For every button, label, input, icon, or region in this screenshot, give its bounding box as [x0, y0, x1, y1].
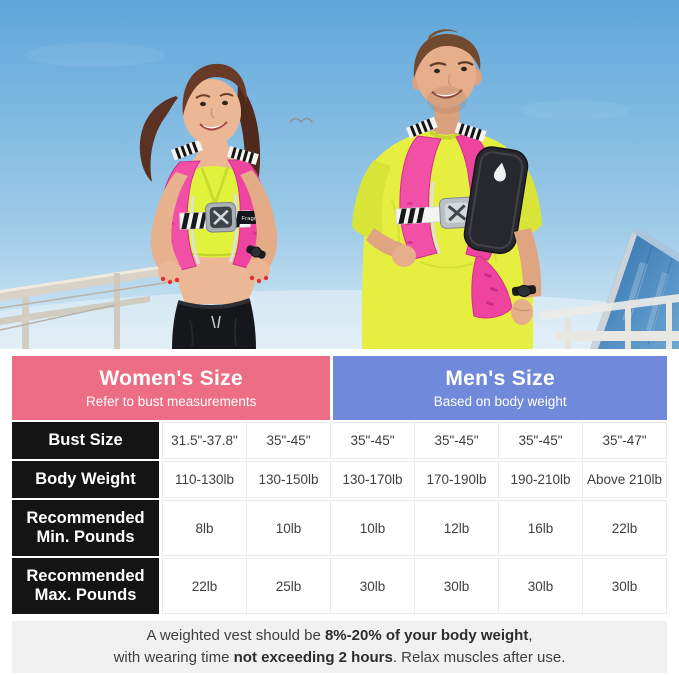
- cloud: [25, 43, 165, 67]
- table-cell: 35"-45": [330, 422, 415, 459]
- table-cell: 170-190lb: [414, 461, 499, 498]
- watch-man: [511, 285, 537, 297]
- watch-woman: [246, 245, 266, 259]
- table-cell: 130-170lb: [330, 461, 415, 498]
- table-row-min-pounds: Recommended Min. Pounds 8lb 10lb 10lb 12…: [12, 500, 667, 556]
- table-cell: 30lb: [414, 558, 499, 614]
- woman-head: [182, 63, 248, 145]
- note-text: with wearing time: [113, 649, 234, 666]
- table-cell: 10lb: [246, 500, 331, 556]
- table-cell: 35"-45": [414, 422, 499, 459]
- table-cell: Above 210lb: [582, 461, 667, 498]
- man-runner: [352, 29, 542, 349]
- table-cell: 130-150lb: [246, 461, 331, 498]
- table-cell: 30lb: [582, 558, 667, 614]
- table-cell: 35"-45": [498, 422, 583, 459]
- note-bold-text: 8%-20% of your body weight: [324, 626, 529, 644]
- cloud: [520, 100, 630, 120]
- woman-runner: Fragrim: [139, 63, 278, 349]
- mens-size-header: Men's Size Based on body weight: [333, 356, 667, 420]
- row-label: Body Weight: [12, 461, 162, 498]
- mens-size-title: Men's Size: [445, 367, 555, 390]
- railing-right: [540, 294, 679, 349]
- note-text: A weighted vest should be: [146, 626, 325, 644]
- womens-size-subtitle: Refer to bust measurements: [86, 394, 257, 409]
- row-label: Bust Size: [12, 422, 162, 459]
- reflective-webbing: [171, 139, 203, 161]
- table-cell: 16lb: [498, 500, 583, 556]
- shorts: [172, 298, 256, 349]
- table-cell: 22lb: [162, 558, 247, 614]
- table-cell: 190-210lb: [498, 461, 583, 498]
- bird-icon: [289, 117, 313, 124]
- size-chart-header: Women's Size Refer to bust measurements …: [12, 356, 667, 420]
- table-cell: 30lb: [330, 558, 415, 614]
- table-cell: 25lb: [246, 558, 331, 614]
- table-cell: 8lb: [162, 500, 247, 556]
- table-row-bust-size: Bust Size 31.5"-37.8" 35"-45" 35"-45" 35…: [12, 422, 667, 459]
- usage-note-line-2: with wearing time not exceeding 2 hours.…: [114, 647, 566, 670]
- svg-text:Fragrim: Fragrim: [241, 216, 262, 222]
- weighted-vest-man: [395, 116, 529, 319]
- table-cell: 35"-45": [246, 422, 331, 459]
- table-row-body-weight: Body Weight 110-130lb 130-150lb 130-170l…: [12, 461, 667, 498]
- table-cell: 10lb: [330, 500, 415, 556]
- row-label: Recommended Max. Pounds: [12, 558, 162, 614]
- man-head: [412, 29, 482, 114]
- womens-size-header: Women's Size Refer to bust measurements: [12, 356, 331, 420]
- usage-note-line-1: A weighted vest should be 8%-20% of your…: [147, 625, 533, 648]
- table-cell: 22lb: [582, 500, 667, 556]
- row-label: Recommended Min. Pounds: [12, 500, 162, 556]
- droplet-icon: [493, 162, 506, 182]
- note-text: . Relax muscles after use.: [392, 649, 566, 666]
- usage-note: A weighted vest should be 8%-20% of your…: [12, 621, 667, 673]
- table-row-max-pounds: Recommended Max. Pounds 22lb 25lb 30lb 3…: [12, 558, 667, 614]
- table-cell: 35"-47": [582, 422, 667, 459]
- mens-size-subtitle: Based on body weight: [433, 394, 567, 409]
- phone-pouch: [463, 146, 529, 255]
- table-cell: 30lb: [498, 558, 583, 614]
- reflective-webbing: [454, 122, 487, 142]
- hero-photo: Fragrim: [0, 0, 679, 349]
- womens-size-title: Women's Size: [99, 367, 243, 390]
- table-cell: 12lb: [414, 500, 499, 556]
- size-chart: Women's Size Refer to bust measurements …: [12, 356, 667, 614]
- note-text: ,: [528, 626, 533, 644]
- table-cell: 31.5"-37.8": [162, 422, 247, 459]
- note-bold-text: not exceeding 2 hours: [233, 649, 393, 666]
- table-cell: 110-130lb: [162, 461, 247, 498]
- reflective-webbing: [226, 146, 259, 165]
- reflective-webbing: [406, 116, 438, 139]
